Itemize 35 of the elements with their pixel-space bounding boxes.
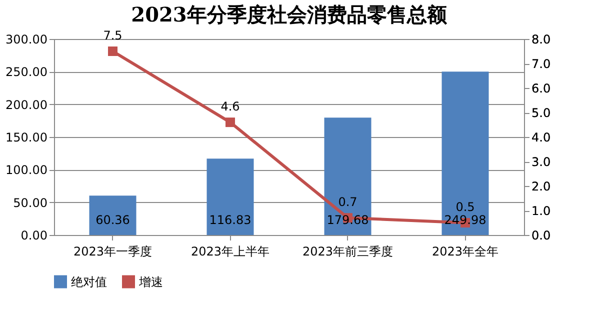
data-label: 0.5	[456, 200, 475, 214]
y-tick-label: 100.00	[6, 163, 48, 178]
y2-tick-label: 3.0	[532, 155, 551, 169]
y2-tick-label: 2.0	[532, 180, 551, 194]
data-label: 0.7	[338, 194, 358, 209]
data-label: 4.6	[220, 99, 240, 114]
y-tick-label: 0.00	[20, 228, 48, 242]
chart-title: 2023年分季度社会消费品零售总额	[131, 2, 448, 26]
y-tick-label: 50.00	[13, 196, 48, 210]
bar	[206, 158, 254, 235]
y2-tick-label: 1.0	[532, 204, 551, 218]
y2-tick-label: 5.0	[532, 106, 551, 120]
y2-tick-label: 4.0	[532, 130, 551, 144]
point	[226, 118, 235, 128]
y-tick-label: 200.00	[6, 98, 48, 112]
data-label: 7.5	[103, 28, 122, 42]
legend-label: 绝对值	[71, 274, 107, 289]
legend-label: 增速	[138, 274, 163, 289]
point	[108, 46, 118, 56]
y-tick-label: 150.00	[6, 130, 48, 144]
y2-tick-label: 8.0	[532, 32, 551, 46]
bar	[324, 118, 372, 235]
data-label: 60.36	[96, 213, 130, 227]
x-tick-label: 2023年前三季度	[302, 244, 394, 258]
y2-tick-label: 7.0	[532, 57, 551, 71]
x-tick-label: 2023年上半年	[190, 244, 270, 258]
y-tick-label: 250.00	[6, 65, 48, 80]
y2-tick-label: 6.0	[532, 82, 551, 96]
bar	[89, 196, 136, 235]
x-tick-label: 2023年全年	[432, 244, 499, 258]
bar	[442, 72, 489, 235]
y2-tick-label: 0.0	[532, 228, 551, 242]
data-label: 116.83	[209, 213, 252, 227]
x-tick-label: 2023年一季度	[73, 244, 152, 258]
y-tick-label: 300.00	[6, 32, 48, 46]
